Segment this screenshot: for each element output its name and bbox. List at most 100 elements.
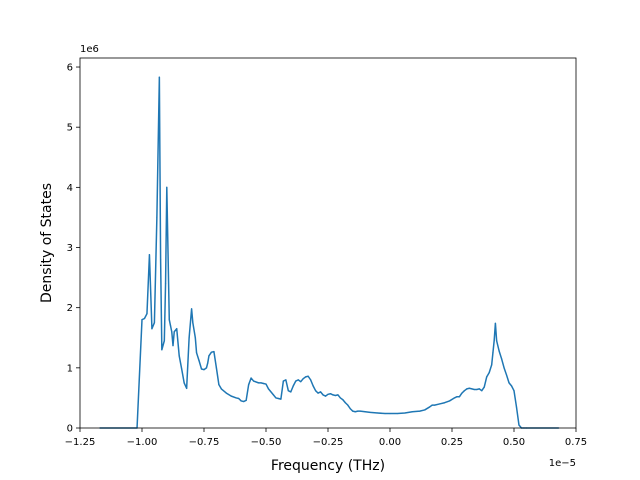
data-point — [148, 254, 151, 256]
data-point — [471, 388, 473, 390]
data-point — [461, 392, 463, 394]
data-point — [483, 386, 485, 388]
data-point — [419, 410, 421, 412]
data-point — [324, 395, 327, 397]
data-point — [225, 392, 227, 394]
data-point — [164, 283, 167, 285]
data-point — [466, 388, 468, 390]
data-point — [213, 350, 215, 353]
data-point — [510, 385, 513, 387]
data-point — [473, 388, 475, 391]
x-tick-label: 0.50 — [503, 437, 525, 448]
data-point — [287, 390, 289, 392]
data-point — [195, 352, 198, 354]
data-point — [297, 379, 299, 381]
y-offset-label: 1e6 — [80, 44, 99, 55]
data-point — [486, 376, 488, 378]
data-point — [496, 340, 498, 342]
data-point — [352, 410, 354, 412]
data-point — [161, 349, 163, 351]
data-point — [456, 396, 458, 398]
data-point — [245, 399, 247, 401]
data-points — [99, 76, 560, 429]
data-point — [443, 402, 446, 404]
data-point — [243, 400, 245, 403]
data-point — [503, 367, 505, 369]
data-point — [290, 391, 292, 393]
data-point — [431, 404, 433, 406]
data-point — [494, 322, 496, 324]
plot-frame — [79, 57, 577, 429]
data-point — [377, 412, 379, 414]
data-point — [411, 411, 413, 413]
data-point — [191, 308, 193, 310]
data-point — [384, 412, 386, 415]
y-tick-label: 4 — [67, 183, 73, 194]
data-point — [505, 374, 508, 376]
data-point — [277, 397, 279, 400]
data-point — [205, 367, 208, 369]
data-point — [322, 394, 324, 396]
x-tick-label: −0.50 — [251, 437, 282, 448]
x-tick-label: −0.75 — [189, 437, 220, 448]
data-point — [153, 322, 155, 324]
data-point — [172, 344, 174, 347]
data-point — [364, 411, 366, 413]
data-point — [272, 394, 275, 396]
x-tick-label: −1.00 — [127, 437, 158, 448]
data-point — [300, 381, 302, 383]
data-point — [210, 351, 213, 353]
data-point — [396, 412, 399, 415]
data-point — [295, 380, 297, 382]
data-point — [458, 396, 461, 398]
data-point — [453, 397, 456, 399]
data-point — [337, 394, 339, 396]
data-point — [194, 337, 196, 339]
data-point — [285, 379, 287, 381]
data-point — [280, 398, 282, 400]
data-point — [515, 406, 518, 408]
data-point — [240, 400, 242, 402]
data-point — [518, 424, 520, 426]
data-point — [498, 350, 500, 352]
data-point — [267, 388, 270, 390]
data-point — [468, 387, 470, 389]
data-point — [369, 411, 371, 413]
data-point — [347, 404, 349, 406]
data-point — [250, 377, 252, 379]
data-point — [434, 404, 436, 406]
y-tick-label: 3 — [67, 243, 73, 254]
data-point — [158, 76, 160, 78]
data-point — [481, 390, 483, 392]
data-point — [253, 380, 255, 382]
x-tick-label: −1.25 — [65, 437, 96, 448]
data-point — [262, 382, 265, 385]
data-point — [448, 400, 451, 402]
data-point — [257, 382, 260, 384]
x-tick-label: 0.00 — [379, 437, 401, 448]
data-point — [302, 378, 304, 380]
data-point — [178, 355, 180, 357]
data-point — [248, 384, 250, 386]
data-point — [146, 313, 148, 315]
y-tick-label: 1 — [67, 363, 73, 374]
data-point — [488, 372, 490, 374]
data-point — [513, 390, 515, 392]
data-point — [493, 340, 495, 342]
x-axis-ticks: −1.25 −1.00 −0.75 −0.50 −0.25 0.00 0.25 0.50 0.7… — [65, 428, 587, 448]
data-point — [312, 385, 314, 387]
data-point — [439, 403, 441, 405]
data-point — [389, 412, 391, 415]
plot-area — [80, 58, 576, 428]
data-point — [215, 367, 217, 369]
data-point — [404, 412, 406, 414]
data-point — [238, 397, 240, 400]
data-point — [463, 390, 465, 392]
data-point — [166, 186, 168, 188]
data-point — [171, 331, 173, 333]
data-point — [339, 397, 341, 399]
data-point — [143, 317, 146, 320]
data-point — [317, 392, 319, 394]
data-point — [334, 394, 337, 397]
